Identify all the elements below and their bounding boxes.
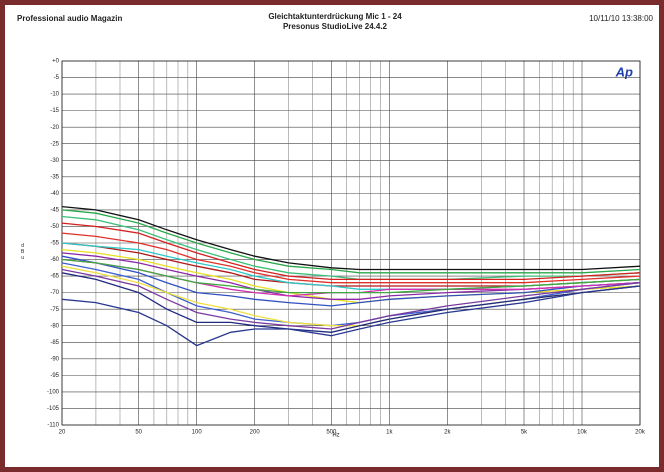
data-line xyxy=(61,268,641,330)
timestamp: 10/11/10 13:38:00 xyxy=(589,14,653,23)
x-tick-label: 1k xyxy=(386,430,393,436)
y-tick-label: +0 xyxy=(52,59,60,65)
x-tick-label: 20 xyxy=(59,430,66,436)
y-tick-label: -105 xyxy=(47,406,60,412)
chart: Professional audio Magazin Gleichtaktunt… xyxy=(17,12,654,439)
y-tick-label: -90 xyxy=(50,356,59,362)
data-line xyxy=(61,255,641,307)
x-tick-label: 5k xyxy=(521,430,528,436)
y-tick-label: -80 xyxy=(50,323,59,329)
x-tick-label: 100 xyxy=(192,430,203,436)
y-tick-label: -65 xyxy=(50,274,59,280)
y-tick-label: -95 xyxy=(50,373,59,379)
logo: Ap xyxy=(615,64,633,79)
data-line xyxy=(61,209,641,274)
y-tick-label: -40 xyxy=(50,191,59,197)
data-line xyxy=(61,215,641,281)
y-tick-label: -25 xyxy=(50,141,59,147)
x-axis-label: Hz xyxy=(332,433,339,439)
y-tick-label: -10 xyxy=(50,92,59,98)
y-tick-label: -55 xyxy=(50,241,59,247)
y-tick-label: -75 xyxy=(50,307,59,313)
y-tick-label: -110 xyxy=(47,423,59,429)
x-tick-label: 20k xyxy=(635,430,646,436)
x-tick-label: 2k xyxy=(444,430,451,436)
x-tick-label: 200 xyxy=(250,430,261,436)
y-tick-label: -35 xyxy=(50,174,59,180)
y-tick-label: -30 xyxy=(50,158,59,164)
chart-subtitle: Presonus StudioLive 24.4.2 xyxy=(283,22,388,31)
data-line xyxy=(61,232,641,284)
data-line xyxy=(61,205,641,271)
y-tick-label: -70 xyxy=(50,290,59,296)
y-axis-label: dBu xyxy=(20,243,26,261)
x-tick-label: 10k xyxy=(577,430,588,436)
chart-title: Gleichtaktunterdrückung Mic 1 - 24 xyxy=(268,12,402,21)
y-tick-label: -15 xyxy=(50,108,59,114)
y-tick-label: -45 xyxy=(50,207,59,213)
y-tick-label: -85 xyxy=(50,340,59,346)
data-line xyxy=(61,285,641,347)
data-line xyxy=(61,222,641,281)
y-tick-label: -5 xyxy=(54,75,60,81)
source: Professional audio Magazin xyxy=(17,14,122,23)
y-tick-label: -50 xyxy=(50,224,59,230)
x-tick-label: 500 xyxy=(326,430,337,436)
data-line xyxy=(61,258,641,294)
y-tick-label: -100 xyxy=(47,389,60,395)
x-tick-label: 50 xyxy=(135,430,142,436)
y-tick-label: -60 xyxy=(50,257,59,263)
y-tick-label: -20 xyxy=(50,125,59,131)
